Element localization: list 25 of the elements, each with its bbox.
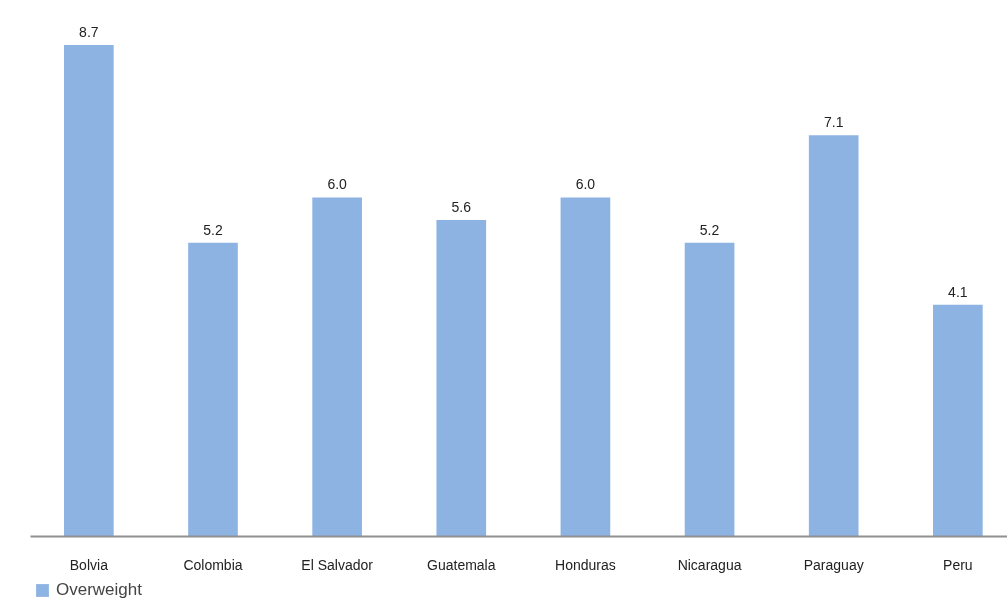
legend-label: Overweight [56,580,142,600]
data-label: 6.0 [575,176,596,193]
x-tick-label: Guatemala [427,556,496,573]
x-tick-label: Honduras [555,556,616,573]
x-tick-label: Bolvia [69,556,109,573]
bar [64,44,114,537]
data-label: 7.1 [823,114,844,131]
bar [312,197,362,537]
bar [684,242,735,537]
bar [933,304,983,537]
bar [560,197,611,537]
data-label: 5.2 [699,221,720,238]
data-label: 6.0 [327,176,348,193]
x-tick-label: El Salvador [301,556,374,573]
data-label: 4.1 [948,283,968,300]
data-label: 5.2 [203,221,223,238]
bar [188,242,238,537]
data-label: 5.6 [451,199,472,216]
data-label: 8.7 [79,23,99,40]
bar [436,220,487,537]
bar [808,135,859,537]
x-tick-label: Colombia [183,556,243,573]
x-tick-label: Paraguay [803,556,864,573]
x-tick-label: Nicaragua [677,556,742,573]
x-tick-label: Peru [943,556,973,573]
